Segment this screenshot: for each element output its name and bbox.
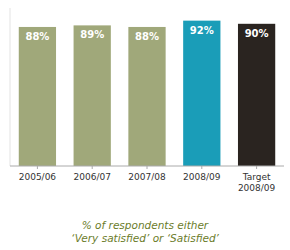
x-tick-label: Target2008/09 bbox=[238, 172, 276, 193]
bar bbox=[74, 25, 111, 166]
x-tick-label: 2006/07 bbox=[74, 172, 111, 182]
chart: 88% 89% 88% 92% 90% 2005/06 2006/07 2007/08 2008… bbox=[0, 0, 290, 250]
x-tick bbox=[37, 166, 38, 169]
bar bbox=[183, 21, 220, 166]
x-tick-label: 2005/06 bbox=[19, 172, 57, 182]
data-label: 90% bbox=[245, 28, 269, 39]
bars bbox=[19, 21, 275, 166]
bar bbox=[238, 24, 275, 166]
data-label: 92% bbox=[190, 25, 214, 36]
data-label: 88% bbox=[135, 31, 159, 42]
x-tick-label: 2007/08 bbox=[128, 172, 166, 182]
data-label: 88% bbox=[25, 31, 49, 42]
data-label: 89% bbox=[80, 29, 104, 40]
y-axis-line bbox=[10, 8, 11, 166]
x-tick bbox=[201, 166, 202, 169]
caption: % of respondents either‘Very satisfied’ … bbox=[71, 219, 220, 244]
bar bbox=[128, 27, 165, 166]
bar bbox=[19, 27, 56, 166]
x-tick bbox=[256, 166, 257, 169]
x-tick-label: 2008/09 bbox=[183, 172, 221, 182]
x-tick bbox=[147, 166, 148, 169]
x-tick bbox=[92, 166, 93, 169]
